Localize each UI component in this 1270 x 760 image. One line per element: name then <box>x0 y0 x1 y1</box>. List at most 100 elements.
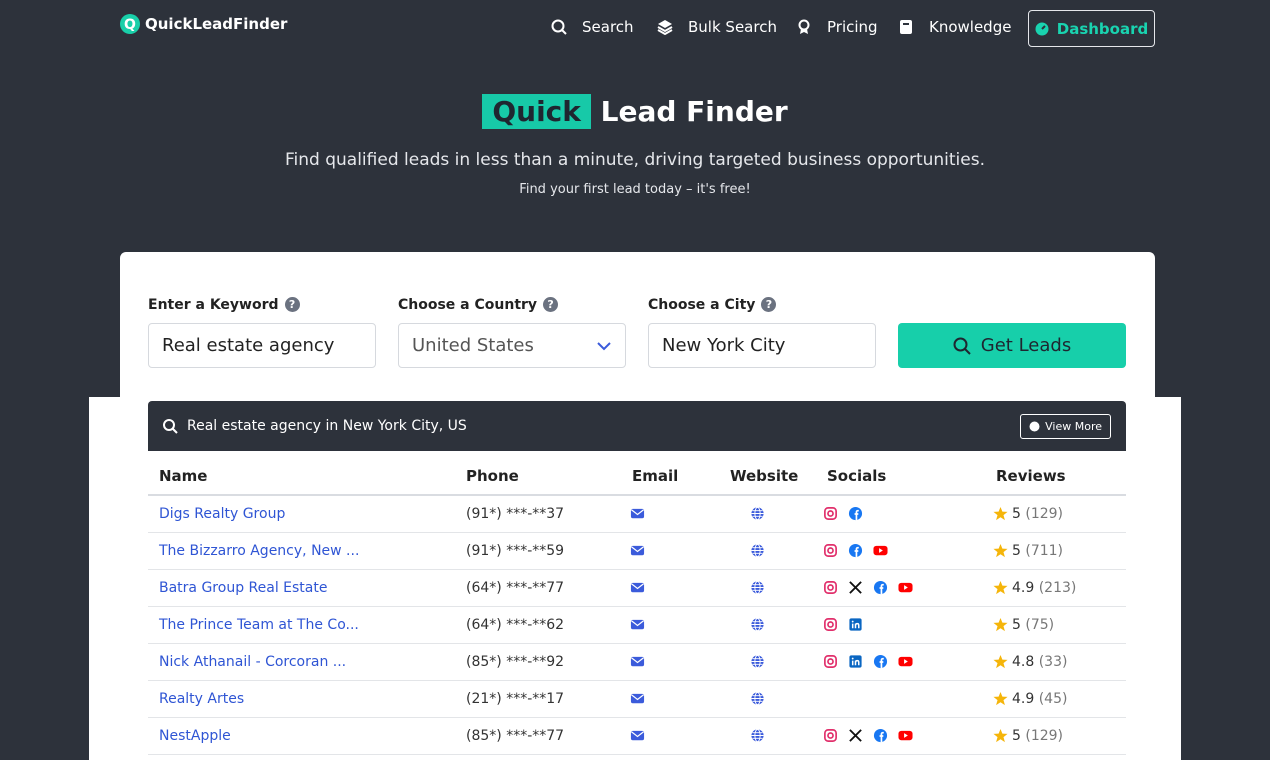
icon-part <box>851 622 860 629</box>
icon-part <box>849 581 862 594</box>
social-icon[interactable] <box>848 728 863 743</box>
social-icon[interactable] <box>898 580 913 595</box>
nav-link[interactable]: Search <box>551 18 634 36</box>
help-icon[interactable]: ? <box>543 297 559 312</box>
reviews-cell: 4.9 (45) <box>985 680 1126 718</box>
country-value: United States <box>412 335 534 356</box>
lead-name[interactable]: Batra Group Real Estate <box>159 579 328 596</box>
icon-part <box>953 337 968 351</box>
city-input[interactable]: New York City <box>648 323 876 368</box>
review-count: (45) <box>1038 690 1068 707</box>
social-icon[interactable] <box>823 580 838 595</box>
icon-part <box>751 510 764 518</box>
email-cell <box>624 717 722 755</box>
icon-part <box>849 729 862 742</box>
review-count: (129) <box>1025 727 1064 744</box>
lead-name[interactable]: The Prince Team at The Co... <box>159 616 359 633</box>
table-row: NestApple (85*) ***-**77 5 (129) <box>148 717 1126 755</box>
table-row: Batra Group Real Estate (64*) ***-**77 4.9… <box>148 569 1126 607</box>
hero-note: Find your first lead today – it's free! <box>519 182 751 197</box>
email-cell <box>624 643 722 681</box>
icon-part <box>751 732 764 739</box>
website-cell <box>722 495 816 533</box>
logo-text: QuickLeadFinder <box>145 15 288 33</box>
logo[interactable]: Q QuickLeadFinder <box>119 13 287 35</box>
email-cell <box>624 495 722 533</box>
help-icon[interactable]: ? <box>761 297 777 312</box>
column-header: Reviews <box>985 458 1126 496</box>
lead-name[interactable]: Realty Artes <box>159 690 245 707</box>
website-cell <box>722 606 816 644</box>
nav-text: Knowledge <box>929 18 1012 36</box>
icon-part <box>827 621 834 628</box>
view-more-button[interactable]: View More <box>1020 413 1111 439</box>
table-row: Nick Athanail - Corcoran ... (85*) ***-**… <box>148 643 1126 681</box>
reviews-cell: 4.8 (33) <box>985 643 1126 681</box>
icon-part <box>631 546 644 553</box>
nav-icon <box>900 20 912 34</box>
nav-icon <box>657 20 673 35</box>
keyword-value: Real estate agency <box>162 335 335 356</box>
nav-link[interactable]: Pricing <box>796 18 878 36</box>
rating: 5 <box>1012 505 1021 522</box>
social-icon[interactable] <box>848 543 863 558</box>
social-icon[interactable] <box>823 543 838 558</box>
dashboard-button[interactable]: Dashboard <box>1028 10 1155 47</box>
lead-name[interactable]: Digs Realty Group <box>159 505 286 522</box>
help-icon[interactable]: ? <box>284 297 300 312</box>
social-icon[interactable] <box>873 580 888 595</box>
social-icon[interactable] <box>873 654 888 669</box>
socials-cell <box>816 606 985 644</box>
get-leads-text: Get Leads <box>980 335 1072 356</box>
lead-name[interactable]: The Bizzarro Agency, New ... <box>159 542 360 559</box>
social-icon[interactable] <box>898 654 913 669</box>
icon-part <box>900 20 912 34</box>
star-icon <box>993 580 1008 595</box>
website-icon <box>751 543 764 558</box>
country-label-wrap: Choose a Country? <box>398 297 559 313</box>
social-icon[interactable] <box>898 728 913 743</box>
social-icon[interactable] <box>873 728 888 743</box>
website-icon <box>751 580 764 595</box>
icon-part <box>631 731 644 738</box>
social-icon[interactable] <box>848 506 863 521</box>
keyword-input[interactable]: Real estate agency <box>148 323 376 368</box>
icon-part <box>551 19 565 33</box>
icon-part <box>824 507 837 521</box>
website-icon <box>751 617 764 632</box>
social-icon[interactable] <box>823 506 838 521</box>
lead-name[interactable]: NestApple <box>159 727 231 744</box>
icon-part <box>631 694 644 701</box>
icon-part <box>658 20 672 28</box>
icon-part <box>827 547 834 554</box>
star-icon <box>993 507 1008 521</box>
phone-cell: (64*) ***-**62 <box>455 606 624 644</box>
social-icon[interactable] <box>848 580 863 595</box>
logo-q: Q <box>124 17 136 33</box>
country-label: Choose a Country <box>398 297 538 313</box>
icon-part <box>964 347 971 355</box>
nav-link[interactable]: Knowledge <box>898 18 1011 36</box>
country-select[interactable]: United States <box>398 323 626 368</box>
icon-part <box>827 510 834 518</box>
results-table: Name Phone Email Website Socials Reviews Digs… <box>148 458 1126 755</box>
icon-part <box>904 733 908 738</box>
social-icon[interactable] <box>873 543 888 558</box>
lead-name[interactable]: Nick Athanail - Corcoran ... <box>159 653 347 670</box>
social-icon[interactable] <box>823 617 838 632</box>
icon-part <box>879 583 884 595</box>
nav-link[interactable]: Bulk Search <box>657 18 777 36</box>
social-icon[interactable] <box>823 654 838 669</box>
star-icon <box>993 617 1008 632</box>
get-leads-button[interactable]: Get Leads <box>898 323 1126 368</box>
icon-part <box>993 617 1008 632</box>
social-icon[interactable] <box>823 728 838 743</box>
icon-part <box>172 427 178 434</box>
social-icon[interactable] <box>848 654 863 669</box>
icon-part <box>993 580 1008 595</box>
email-cell <box>624 569 722 607</box>
social-icon[interactable] <box>848 617 863 632</box>
view-more-text: View More <box>1045 419 1102 433</box>
